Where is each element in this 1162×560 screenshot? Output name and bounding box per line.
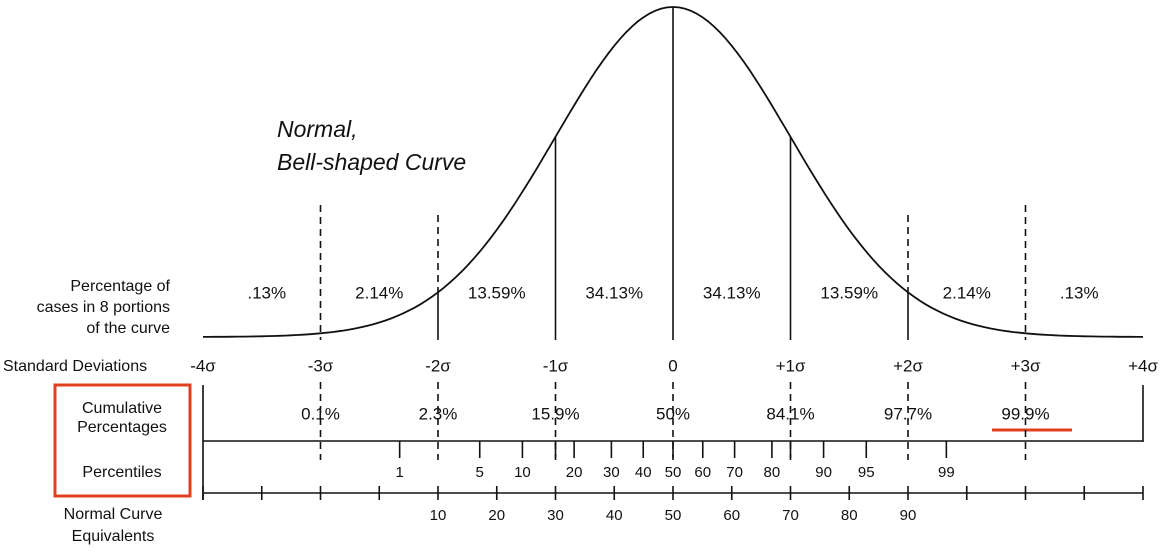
sigma-label: -4σ xyxy=(190,356,216,375)
title-line: Bell-shaped Curve xyxy=(277,149,466,175)
title-line: Normal, xyxy=(277,116,358,142)
cumulative-label: 15.9% xyxy=(531,404,579,423)
nce-label: 70 xyxy=(782,507,799,524)
nce-label: 60 xyxy=(723,507,740,524)
percentile-label: 50 xyxy=(665,464,682,481)
row-label: of the curve xyxy=(86,320,170,337)
row-label: Standard Deviations xyxy=(3,358,147,375)
cumulative-label: 84.1% xyxy=(766,404,814,423)
percentile-label: 10 xyxy=(514,464,531,481)
highlight-box xyxy=(53,383,192,498)
portion-label: .13% xyxy=(1060,283,1099,302)
portion-label: .13% xyxy=(247,283,286,302)
sigma-label: -1σ xyxy=(543,356,569,375)
sigma-label: +3σ xyxy=(1011,356,1041,375)
row-label: Percentages xyxy=(77,419,167,436)
nce-label: 90 xyxy=(900,507,917,524)
row-label: cases in 8 portions xyxy=(37,299,170,316)
cumulative-label: 50% xyxy=(656,404,690,423)
sigma-label: +1σ xyxy=(776,356,806,375)
percentile-label: 70 xyxy=(726,464,743,481)
portion-label: 2.14% xyxy=(355,283,403,302)
row-label: Percentiles xyxy=(82,464,161,481)
sigma-label: 0 xyxy=(668,356,677,375)
nce-label: 30 xyxy=(547,507,564,524)
sigma-label: -3σ xyxy=(308,356,334,375)
nce-label: 40 xyxy=(606,507,623,524)
percentile-label: 20 xyxy=(566,464,583,481)
nce-label: 50 xyxy=(665,507,682,524)
row-label: Percentage of xyxy=(70,278,170,295)
cumulative-label: 0.1% xyxy=(301,404,340,423)
cumulative-label: 2.3% xyxy=(419,404,458,423)
percentile-label: 1 xyxy=(395,464,403,481)
row-label: Cumulative xyxy=(82,400,162,417)
nce-label: 20 xyxy=(488,507,505,524)
portion-label: 34.13% xyxy=(703,283,761,302)
percentile-label: 99 xyxy=(938,464,955,481)
cumulative-label: 97.7% xyxy=(884,404,932,423)
portion-label: 13.59% xyxy=(468,283,526,302)
nce-label: 10 xyxy=(430,507,447,524)
percentile-label: 80 xyxy=(764,464,781,481)
nce-label: 80 xyxy=(841,507,858,524)
row-label: Equivalents xyxy=(72,528,155,545)
portion-label: 2.14% xyxy=(943,283,991,302)
sigma-label: +4σ xyxy=(1128,356,1158,375)
portion-label: 34.13% xyxy=(585,283,643,302)
percentile-label: 60 xyxy=(694,464,711,481)
percentile-label: 90 xyxy=(815,464,832,481)
portion-label: 13.59% xyxy=(820,283,878,302)
row-label: Normal Curve xyxy=(64,506,163,523)
cumulative-label: 99.9% xyxy=(1001,404,1049,423)
percentile-label: 95 xyxy=(858,464,875,481)
sigma-label: +2σ xyxy=(893,356,923,375)
percentile-label: 5 xyxy=(476,464,484,481)
sigma-label: -2σ xyxy=(425,356,451,375)
percentile-label: 30 xyxy=(603,464,620,481)
percentile-label: 40 xyxy=(635,464,652,481)
